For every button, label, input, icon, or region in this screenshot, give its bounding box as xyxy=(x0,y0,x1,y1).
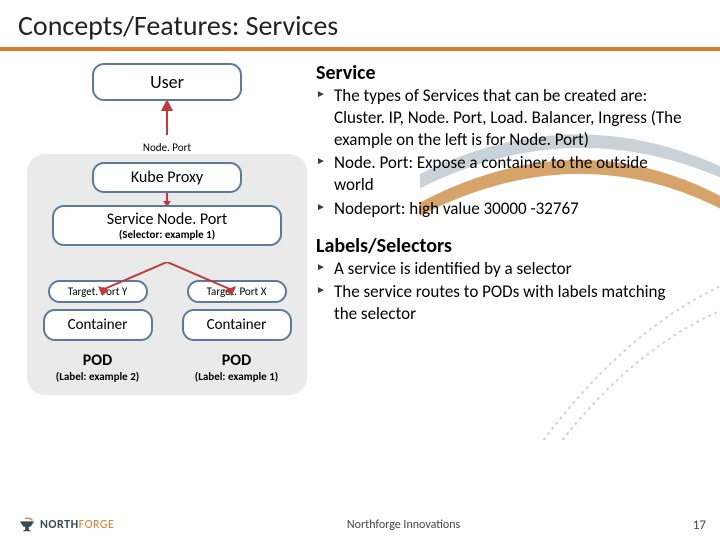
page-number: 17 xyxy=(693,518,706,533)
slide-header: Concepts/Features: Services xyxy=(0,0,720,51)
brand-part-a: NORTH xyxy=(40,518,79,532)
service-box: Service Node. Port (Selector: example 1) xyxy=(52,205,282,246)
arrow-service-to-pods xyxy=(47,262,287,296)
brand-logo: NORTHFORGE xyxy=(18,516,114,534)
service-bullet-list: The types of Services that can be create… xyxy=(316,85,690,220)
user-box: User xyxy=(92,63,242,101)
container-label: Container xyxy=(68,316,128,334)
kube-proxy-label: Kube Proxy xyxy=(131,168,203,187)
text-column: Service The types of Services that can b… xyxy=(310,51,720,395)
footer-center-text: Northforge Innovations xyxy=(347,518,460,532)
arrow-user-to-proxy xyxy=(157,101,177,139)
list-item: Node. Port: Expose a container to the ou… xyxy=(316,152,690,196)
nodeport-label: Node. Port xyxy=(143,141,191,154)
list-item: A service is identified by a selector xyxy=(316,258,690,280)
brand-part-b: FORGE xyxy=(79,518,115,532)
section-service-title: Service xyxy=(316,61,690,85)
pod-selector-label: (Label: example 2) xyxy=(56,370,139,383)
slide-footer: NORTHFORGE Northforge Innovations 17 xyxy=(18,516,706,534)
service-selector: (Selector: example 1) xyxy=(60,229,274,242)
service-label: Service Node. Port xyxy=(60,211,274,229)
list-item: The service routes to PODs with labels m… xyxy=(316,281,690,325)
list-item: The types of Services that can be create… xyxy=(316,85,690,150)
container-label: Container xyxy=(207,316,267,334)
kube-proxy-box: Kube Proxy xyxy=(92,162,242,193)
user-label: User xyxy=(150,71,184,93)
pod-label: POD xyxy=(222,351,251,370)
pod-selector-label: (Label: example 1) xyxy=(195,370,278,383)
anvil-icon xyxy=(18,516,36,534)
cluster-bubble: Kube Proxy Service Node. Port (Selector:… xyxy=(27,154,307,395)
diagram-column: User Node. Port Kube Proxy Service Node.… xyxy=(0,51,310,395)
pod-label: POD xyxy=(83,351,112,370)
brand-text: NORTHFORGE xyxy=(40,518,114,532)
list-item: Nodeport: high value 30000 -32767 xyxy=(316,198,690,220)
slide-title: Concepts/Features: Services xyxy=(18,8,702,43)
container-box: Container xyxy=(182,309,292,341)
container-box: Container xyxy=(43,309,153,341)
labels-bullet-list: A service is identified by a selector Th… xyxy=(316,258,690,325)
section-labels-title: Labels/Selectors xyxy=(316,234,690,258)
